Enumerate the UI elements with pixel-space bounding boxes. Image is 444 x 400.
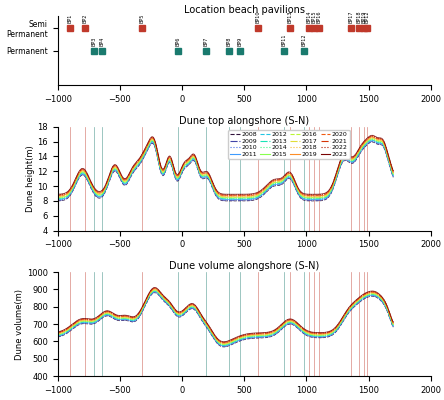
Title: Dune top alongshore (S-N): Dune top alongshore (S-N) <box>179 116 309 126</box>
Text: BP8: BP8 <box>227 37 232 46</box>
Text: BP3: BP3 <box>91 37 96 46</box>
Y-axis label: Dune height(m): Dune height(m) <box>26 145 35 212</box>
Title: Dune volume alongshore (S-N): Dune volume alongshore (S-N) <box>169 261 319 271</box>
Text: BP12: BP12 <box>365 10 370 23</box>
Text: BP9: BP9 <box>238 37 243 46</box>
Text: BP5: BP5 <box>140 14 145 23</box>
Text: BP14: BP14 <box>306 10 311 23</box>
Text: BP12: BP12 <box>301 34 306 46</box>
Y-axis label: Dune volume(m): Dune volume(m) <box>15 288 24 360</box>
Text: BP2: BP2 <box>83 14 87 23</box>
Text: BP17: BP17 <box>349 10 353 23</box>
Text: BP6: BP6 <box>176 37 181 46</box>
Text: BP4: BP4 <box>100 37 105 46</box>
Text: BP7: BP7 <box>203 37 208 46</box>
Legend: 2008, 2009, 2010, 2011, 2012, 2013, 2014, 2015, 2016, 2017, 2018, 2019, 2020, 20: 2008, 2009, 2010, 2011, 2012, 2013, 2014… <box>228 130 349 159</box>
Text: BP15: BP15 <box>311 10 316 23</box>
Text: BP16: BP16 <box>316 10 321 23</box>
Text: BP1: BP1 <box>67 14 73 23</box>
Text: BP11: BP11 <box>281 34 286 46</box>
Text: BP19: BP19 <box>361 10 366 23</box>
Text: BP13: BP13 <box>288 10 293 23</box>
Title: Location beach pavilions: Location beach pavilions <box>184 5 305 15</box>
Text: BP10: BP10 <box>255 10 260 23</box>
Text: BP18: BP18 <box>356 10 361 23</box>
